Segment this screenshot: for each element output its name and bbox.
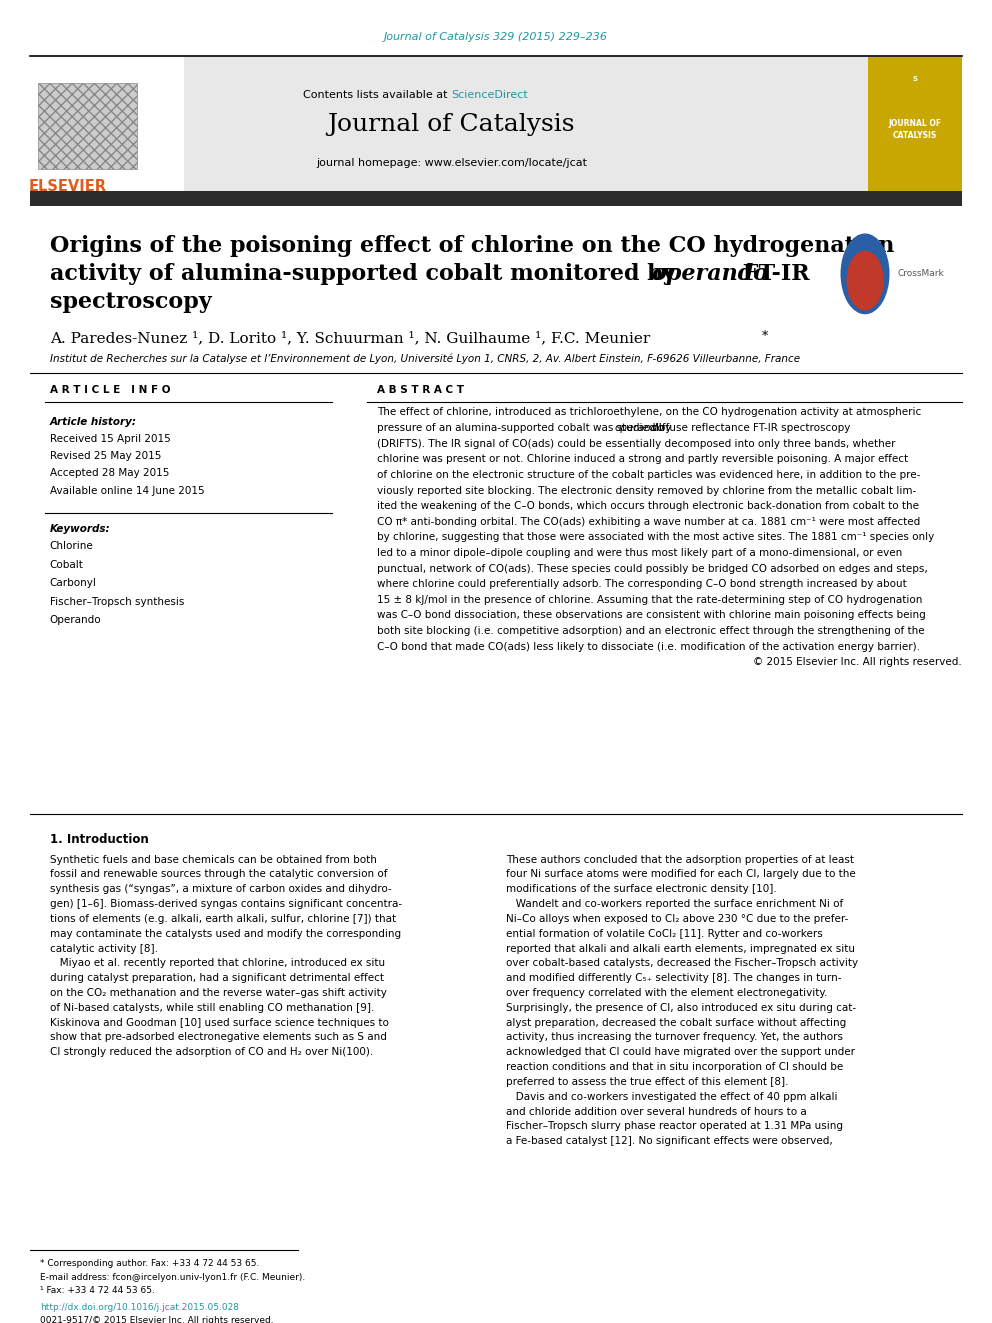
Text: E-mail address: fcon@ircelyon.univ-lyon1.fr (F.C. Meunier).: E-mail address: fcon@ircelyon.univ-lyon1… — [40, 1273, 305, 1282]
Text: Kiskinova and Goodman [10] used surface science techniques to: Kiskinova and Goodman [10] used surface … — [50, 1017, 389, 1028]
Text: ited the weakening of the C–O bonds, which occurs through electronic back-donati: ited the weakening of the C–O bonds, whi… — [377, 501, 919, 511]
Text: tions of elements (e.g. alkali, earth alkali, sulfur, chlorine [7]) that: tions of elements (e.g. alkali, earth al… — [50, 914, 396, 923]
Text: show that pre-adsorbed electronegative elements such as S and: show that pre-adsorbed electronegative e… — [50, 1032, 387, 1043]
Text: reported that alkali and alkali earth elements, impregnated ex situ: reported that alkali and alkali earth el… — [506, 943, 855, 954]
Text: 15 ± 8 kJ/mol in the presence of chlorine. Assuming that the rate-determining st: 15 ± 8 kJ/mol in the presence of chlorin… — [377, 595, 923, 605]
Text: operando: operando — [651, 263, 768, 284]
Text: acknowledged that Cl could have migrated over the support under: acknowledged that Cl could have migrated… — [506, 1048, 855, 1057]
Text: Received 15 April 2015: Received 15 April 2015 — [50, 434, 171, 445]
Text: Journal of Catalysis: Journal of Catalysis — [327, 112, 575, 136]
Text: punctual, network of CO(ads). These species could possibly be bridged CO adsorbe: punctual, network of CO(ads). These spec… — [377, 564, 928, 574]
Text: Synthetic fuels and base chemicals can be obtained from both: Synthetic fuels and base chemicals can b… — [50, 855, 377, 865]
Text: pressure of an alumina-supported cobalt was studied by: pressure of an alumina-supported cobalt … — [377, 423, 675, 433]
Bar — [30, 57, 868, 196]
Text: Fischer–Tropsch synthesis: Fischer–Tropsch synthesis — [50, 597, 184, 607]
Text: reaction conditions and that in situ incorporation of Cl should be: reaction conditions and that in situ inc… — [506, 1062, 843, 1072]
Ellipse shape — [847, 251, 883, 310]
Text: Accepted 28 May 2015: Accepted 28 May 2015 — [50, 468, 169, 479]
Text: Journal of Catalysis 329 (2015) 229–236: Journal of Catalysis 329 (2015) 229–236 — [384, 32, 608, 42]
Bar — [868, 57, 962, 196]
Text: on the CO₂ methanation and the reverse water–gas shift activity: on the CO₂ methanation and the reverse w… — [50, 988, 387, 998]
Text: alyst preparation, decreased the cobalt surface without affecting: alyst preparation, decreased the cobalt … — [506, 1017, 846, 1028]
Text: (DRIFTS). The IR signal of CO(ads) could be essentially decomposed into only thr: (DRIFTS). The IR signal of CO(ads) could… — [377, 439, 896, 448]
Text: operando: operando — [614, 423, 664, 433]
Text: A R T I C L E   I N F O: A R T I C L E I N F O — [50, 385, 170, 396]
Text: Surprisingly, the presence of Cl, also introduced ex situ during cat-: Surprisingly, the presence of Cl, also i… — [506, 1003, 856, 1013]
Ellipse shape — [841, 234, 889, 314]
Text: ¹ Fax: +33 4 72 44 53 65.: ¹ Fax: +33 4 72 44 53 65. — [40, 1286, 155, 1295]
Text: ELSEVIER: ELSEVIER — [29, 179, 106, 194]
Text: CrossMark: CrossMark — [898, 270, 944, 278]
Text: Contents lists available at: Contents lists available at — [304, 90, 451, 101]
Text: of chlorine on the electronic structure of the cobalt particles was evidenced he: of chlorine on the electronic structure … — [377, 470, 921, 480]
Text: and modified differently C₅₊ selectivity [8]. The changes in turn-: and modified differently C₅₊ selectivity… — [506, 974, 841, 983]
Text: ScienceDirect: ScienceDirect — [451, 90, 528, 101]
Text: These authors concluded that the adsorption properties of at least: These authors concluded that the adsorpt… — [506, 855, 854, 865]
Text: led to a minor dipole–dipole coupling and were thus most likely part of a mono-d: led to a minor dipole–dipole coupling an… — [377, 548, 902, 558]
Text: may contaminate the catalysts used and modify the corresponding: may contaminate the catalysts used and m… — [50, 929, 401, 939]
Text: modifications of the surface electronic density [10].: modifications of the surface electronic … — [506, 884, 777, 894]
Text: by chlorine, suggesting that those were associated with the most active sites. T: by chlorine, suggesting that those were … — [377, 532, 934, 542]
Text: and chloride addition over several hundreds of hours to a: and chloride addition over several hundr… — [506, 1106, 806, 1117]
Text: Institut de Recherches sur la Catalyse et l’Environnement de Lyon, Université Ly: Institut de Recherches sur la Catalyse e… — [50, 353, 800, 364]
Text: FT-IR: FT-IR — [735, 263, 809, 284]
Text: during catalyst preparation, had a significant detrimental effect: during catalyst preparation, had a signi… — [50, 974, 384, 983]
Text: Miyao et al. recently reported that chlorine, introduced ex situ: Miyao et al. recently reported that chlo… — [50, 958, 385, 968]
Text: 1. Introduction: 1. Introduction — [50, 833, 149, 847]
Text: activity, thus increasing the turnover frequency. Yet, the authors: activity, thus increasing the turnover f… — [506, 1032, 843, 1043]
Text: fossil and renewable sources through the catalytic conversion of: fossil and renewable sources through the… — [50, 869, 387, 880]
Text: *: * — [762, 329, 768, 343]
Text: viously reported site blocking. The electronic density removed by chlorine from : viously reported site blocking. The elec… — [377, 486, 917, 496]
Text: where chlorine could preferentially adsorb. The corresponding C–O bond strength : where chlorine could preferentially adso… — [377, 579, 907, 589]
Text: Article history:: Article history: — [50, 417, 137, 427]
Bar — [30, 191, 962, 206]
Text: © 2015 Elsevier Inc. All rights reserved.: © 2015 Elsevier Inc. All rights reserved… — [754, 658, 962, 667]
Text: JOURNAL OF
CATALYSIS: JOURNAL OF CATALYSIS — [888, 119, 941, 140]
Text: http://dx.doi.org/10.1016/j.jcat.2015.05.028: http://dx.doi.org/10.1016/j.jcat.2015.05… — [40, 1303, 239, 1312]
Text: four Ni surface atoms were modified for each Cl, largely due to the: four Ni surface atoms were modified for … — [506, 869, 856, 880]
Text: Cl strongly reduced the adsorption of CO and H₂ over Ni(100).: Cl strongly reduced the adsorption of CO… — [50, 1048, 373, 1057]
Text: Fischer–Tropsch slurry phase reactor operated at 1.31 MPa using: Fischer–Tropsch slurry phase reactor ope… — [506, 1122, 843, 1131]
Text: over cobalt-based catalysts, decreased the Fischer–Tropsch activity: over cobalt-based catalysts, decreased t… — [506, 958, 858, 968]
Text: Chlorine: Chlorine — [50, 541, 93, 552]
Text: Revised 25 May 2015: Revised 25 May 2015 — [50, 451, 161, 462]
Text: diffuse reflectance FT-IR spectroscopy: diffuse reflectance FT-IR spectroscopy — [649, 423, 850, 433]
Text: gen) [1–6]. Biomass-derived syngas contains significant concentra-: gen) [1–6]. Biomass-derived syngas conta… — [50, 900, 402, 909]
Text: C–O bond that made CO(ads) less likely to dissociate (i.e. modification of the a: C–O bond that made CO(ads) less likely t… — [377, 642, 920, 652]
Text: Available online 14 June 2015: Available online 14 June 2015 — [50, 486, 204, 496]
Text: Wandelt and co-workers reported the surface enrichment Ni of: Wandelt and co-workers reported the surf… — [506, 900, 843, 909]
Bar — [30, 57, 184, 196]
Text: Ni–Co alloys when exposed to Cl₂ above 230 °C due to the prefer-: Ni–Co alloys when exposed to Cl₂ above 2… — [506, 914, 848, 923]
Text: activity of alumina-supported cobalt monitored by: activity of alumina-supported cobalt mon… — [50, 263, 683, 284]
Text: Carbonyl: Carbonyl — [50, 578, 96, 589]
Text: Origins of the poisoning effect of chlorine on the CO hydrogenation: Origins of the poisoning effect of chlor… — [50, 235, 894, 257]
Text: chlorine was present or not. Chlorine induced a strong and partly reversible poi: chlorine was present or not. Chlorine in… — [377, 454, 908, 464]
Text: Keywords:: Keywords: — [50, 524, 110, 534]
Text: catalytic activity [8].: catalytic activity [8]. — [50, 943, 158, 954]
Bar — [38, 83, 137, 169]
Text: a Fe-based catalyst [12]. No significant effects were observed,: a Fe-based catalyst [12]. No significant… — [506, 1136, 832, 1146]
Text: over frequency correlated with the element electronegativity.: over frequency correlated with the eleme… — [506, 988, 827, 998]
Text: * Corresponding author. Fax: +33 4 72 44 53 65.: * Corresponding author. Fax: +33 4 72 44… — [40, 1259, 259, 1269]
Text: CO π* anti-bonding orbital. The CO(ads) exhibiting a wave number at ca. 1881 cm⁻: CO π* anti-bonding orbital. The CO(ads) … — [377, 517, 921, 527]
Text: Operando: Operando — [50, 615, 101, 626]
Text: S: S — [912, 77, 918, 82]
Text: Cobalt: Cobalt — [50, 560, 83, 570]
Text: Davis and co-workers investigated the effect of 40 ppm alkali: Davis and co-workers investigated the ef… — [506, 1091, 837, 1102]
Text: spectroscopy: spectroscopy — [50, 291, 211, 312]
Text: preferred to assess the true effect of this element [8].: preferred to assess the true effect of t… — [506, 1077, 789, 1088]
Text: The effect of chlorine, introduced as trichloroethylene, on the CO hydrogenation: The effect of chlorine, introduced as tr… — [377, 407, 922, 418]
Text: journal homepage: www.elsevier.com/locate/jcat: journal homepage: www.elsevier.com/locat… — [315, 157, 587, 168]
Text: A B S T R A C T: A B S T R A C T — [377, 385, 464, 396]
Text: ential formation of volatile CoCl₂ [11]. Rytter and co-workers: ential formation of volatile CoCl₂ [11].… — [506, 929, 822, 939]
Text: both site blocking (i.e. competitive adsorption) and an electronic effect throug: both site blocking (i.e. competitive ads… — [377, 626, 925, 636]
Text: was C–O bond dissociation, these observations are consistent with chlorine main : was C–O bond dissociation, these observa… — [377, 610, 926, 620]
Text: synthesis gas (“syngas”, a mixture of carbon oxides and dihydro-: synthesis gas (“syngas”, a mixture of ca… — [50, 884, 392, 894]
Text: of Ni-based catalysts, while still enabling CO methanation [9].: of Ni-based catalysts, while still enabl… — [50, 1003, 374, 1013]
Text: 0021-9517/© 2015 Elsevier Inc. All rights reserved.: 0021-9517/© 2015 Elsevier Inc. All right… — [40, 1316, 274, 1323]
Text: A. Paredes-Nunez ¹, D. Lorito ¹, Y. Schuurman ¹, N. Guilhaume ¹, F.C. Meunier: A. Paredes-Nunez ¹, D. Lorito ¹, Y. Schu… — [50, 332, 650, 345]
